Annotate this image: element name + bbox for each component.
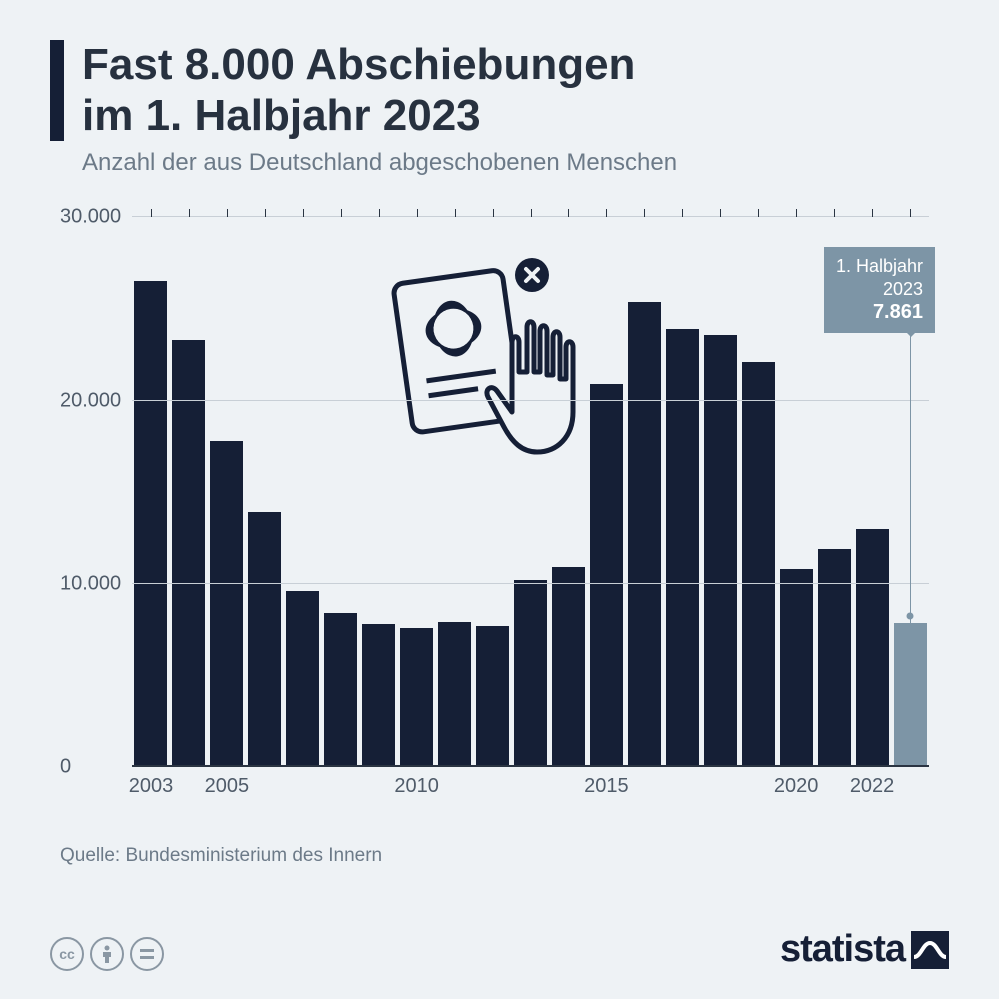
bar-2023 [894,623,927,767]
brand-text: statista [780,928,905,971]
statista-wave-icon [911,931,949,969]
callout-box: 1. Halbjahr20237.861 [824,247,935,333]
callout-value: 7.861 [836,300,923,325]
x-axis-labels: 2003 2005 2010 2015 2020 2022 [132,775,929,805]
callout-dot [907,613,914,620]
cc-icon: cc [50,937,84,971]
nd-icon [130,937,164,971]
title-accent-bar [50,40,64,141]
callout-line2: 2023 [836,278,923,301]
bar-2006 [248,512,281,767]
x-axis-label: 2003 [129,775,174,798]
chart-title: Fast 8.000 Abschiebungen im 1. Halbjahr … [82,40,635,141]
bar-2019 [742,362,775,767]
bar-2003 [134,281,167,767]
gridline [132,583,929,584]
chart-subtitle: Anzahl der aus Deutschland abgeschobenen… [82,149,949,177]
x-axis-label: 2010 [394,775,439,798]
x-axis-label: 2022 [850,775,895,798]
by-icon [90,937,124,971]
gridline [132,400,929,401]
bar-2016 [628,302,661,768]
x-axis-label: 2015 [584,775,629,798]
y-axis-label: 20.000 [60,389,121,412]
x-axis-label: 2020 [774,775,819,798]
y-axis-label: 0 [60,756,71,779]
source-text: Quelle: Bundesministerium des Innern [60,845,949,867]
x-axis-label: 2005 [205,775,250,798]
chart-area: 010.00020.00030.0001. Halbjahr20237.861 … [60,217,929,805]
callout-connector [910,327,911,623]
bar-2020 [780,569,813,767]
footer: cc statista [50,928,949,971]
bar-2022 [856,529,889,767]
bar-2005 [210,441,243,767]
bar-2004 [172,340,205,767]
bar-2012 [476,626,509,767]
statista-logo: statista [780,928,949,971]
y-axis-label: 30.000 [60,206,121,229]
bar-2011 [438,622,471,767]
bar-2007 [286,591,319,767]
bar-2017 [666,329,699,767]
title-line-2: im 1. Halbjahr 2023 [82,91,481,140]
bar-2013 [514,580,547,767]
passport-hand-illustration [372,257,602,467]
title-line-1: Fast 8.000 Abschiebungen [82,40,635,89]
y-axis-label: 10.000 [60,572,121,595]
x-axis-line [132,765,929,767]
bar-2009 [362,624,395,767]
bar-2010 [400,628,433,767]
bar-chart: 010.00020.00030.0001. Halbjahr20237.861 [132,217,929,767]
bar-2021 [818,549,851,767]
bar-2008 [324,613,357,767]
callout-line1: 1. Halbjahr [836,255,923,278]
license-icons: cc [50,937,164,971]
bar-2014 [552,567,585,767]
